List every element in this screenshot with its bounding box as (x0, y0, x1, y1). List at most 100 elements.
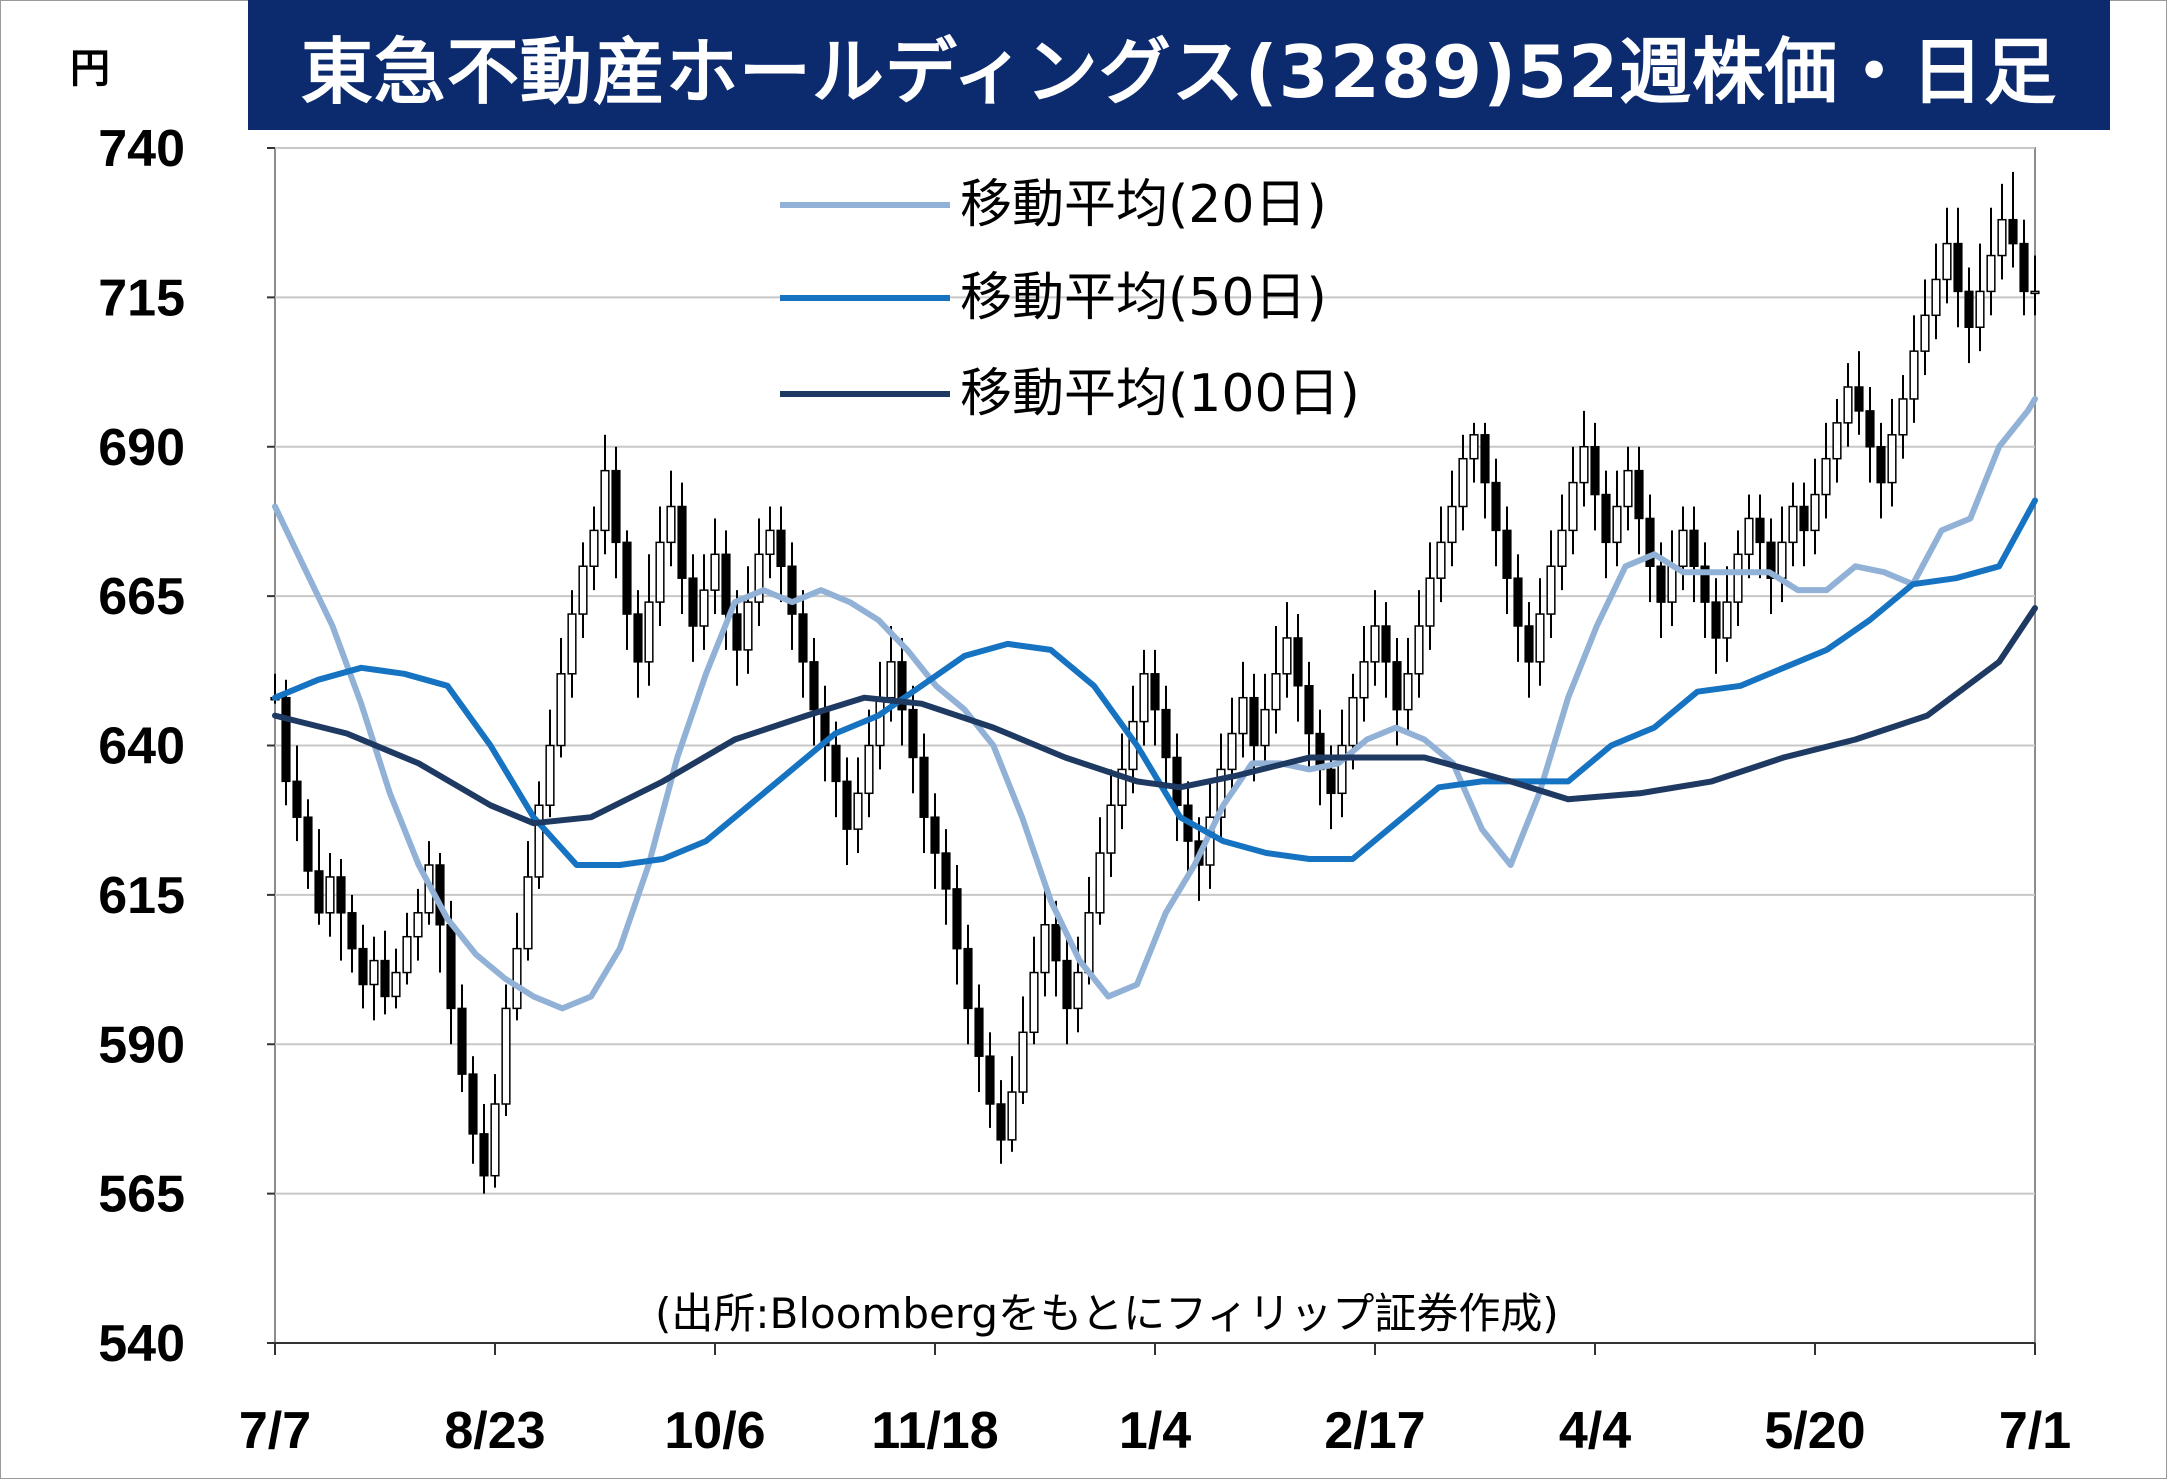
candle-body (1227, 732, 1237, 771)
candle-body (1095, 852, 1105, 914)
candle-body (1073, 971, 1083, 1010)
candle-body (1216, 768, 1226, 818)
candle-body (1447, 505, 1457, 544)
candle-body (1029, 971, 1039, 1034)
candle-body (1425, 577, 1435, 627)
candle-body (776, 529, 786, 568)
y-unit-label: 円 (70, 47, 110, 91)
candle (1381, 602, 1391, 698)
candle (2019, 219, 2029, 316)
candle-body (1920, 314, 1930, 352)
candle (633, 590, 643, 698)
y-tick-label: 540 (98, 1315, 185, 1373)
candle (1458, 434, 1468, 531)
y-axis: 740 715 690 665 640 615 590 565 540 (98, 120, 275, 1373)
candle (1953, 207, 1963, 328)
candle-body (622, 541, 632, 615)
candle-body (1887, 434, 1897, 484)
candle (1568, 446, 1578, 555)
candle-body (1304, 685, 1314, 735)
candle (1161, 685, 1171, 794)
candle (1139, 649, 1149, 746)
candle-body (402, 935, 412, 974)
candle-body (611, 469, 621, 544)
candle-body (1062, 959, 1072, 1010)
candle (556, 637, 566, 758)
candle (545, 709, 555, 818)
candle-body (2008, 218, 2018, 245)
candle (380, 930, 390, 1015)
candle-body (1381, 625, 1391, 663)
candle (1018, 996, 1028, 1104)
candle-body (1491, 481, 1501, 532)
candle-body (1700, 565, 1710, 603)
candle (292, 745, 302, 842)
x-tick-label: 4/4 (1559, 1402, 1631, 1460)
candle (1777, 506, 1787, 603)
candle-body (809, 661, 819, 711)
candle (457, 984, 467, 1093)
candle-body (479, 1133, 489, 1177)
candle-body (1601, 493, 1611, 544)
x-tick-label: 1/4 (1119, 1402, 1191, 1460)
candle-body (1975, 290, 1985, 328)
x-axis: 7/7 8/23 10/6 11/18 1/4 2/17 4/4 5/20 7/1 (239, 1342, 2071, 1460)
legend-label: 移動平均(100日) (960, 364, 1360, 424)
candle-body (1282, 637, 1292, 675)
candle (1832, 398, 1842, 483)
candle-body (1018, 1031, 1028, 1093)
candle-body (886, 661, 896, 699)
candle-body (974, 1007, 984, 1057)
candle-body (1172, 756, 1182, 807)
legend-label: 移動平均(20日) (960, 175, 1327, 235)
candle (1260, 673, 1270, 770)
candle-body (1931, 278, 1941, 317)
candle-body (413, 912, 423, 938)
candle (589, 506, 599, 591)
candle-body (1590, 446, 1600, 496)
candle (391, 948, 401, 1009)
candle-body (1612, 505, 1622, 544)
legend: 移動平均(20日) 移動平均(50日) 移動平均(100日) (780, 175, 1360, 424)
candle-body (1436, 541, 1446, 579)
candle-body (853, 792, 863, 830)
candle-body (600, 469, 610, 532)
candle (688, 554, 698, 662)
candle (1359, 626, 1369, 722)
candle (644, 554, 654, 686)
candle-body (1865, 410, 1875, 448)
candle-body (578, 565, 588, 615)
candle-body (589, 529, 599, 568)
y-tick-label: 665 (98, 568, 185, 626)
candle (1909, 315, 1919, 423)
candle (1601, 470, 1611, 579)
candle-body (336, 876, 346, 914)
candle (325, 853, 335, 937)
candle (1722, 566, 1732, 662)
candle (1821, 422, 1831, 519)
candle (347, 894, 357, 973)
candle (732, 590, 742, 686)
source-note: (出所:Bloombergをもとにフィリップ証券作成) (655, 1289, 1559, 1338)
candle (1678, 506, 1688, 591)
candle (985, 1032, 995, 1128)
candle-body (1568, 481, 1578, 532)
candle-body (688, 577, 698, 627)
candle (1997, 183, 2007, 280)
candle (1733, 530, 1743, 626)
candle (622, 530, 632, 650)
candle-body (754, 553, 764, 603)
candle (1040, 888, 1050, 997)
candle-body (842, 780, 852, 830)
candle-body (347, 912, 357, 950)
candle (303, 799, 313, 889)
chart-title: 東急不動産ホールディングス(3289)52週株価・日足 (248, 0, 2110, 130)
candle (787, 542, 797, 650)
candle-body (1909, 350, 1919, 400)
candle (1282, 602, 1292, 698)
candle (930, 793, 940, 889)
candle (1480, 422, 1490, 519)
candle (1238, 661, 1248, 758)
y-tick-label: 690 (98, 419, 185, 477)
candle (1931, 243, 1941, 340)
